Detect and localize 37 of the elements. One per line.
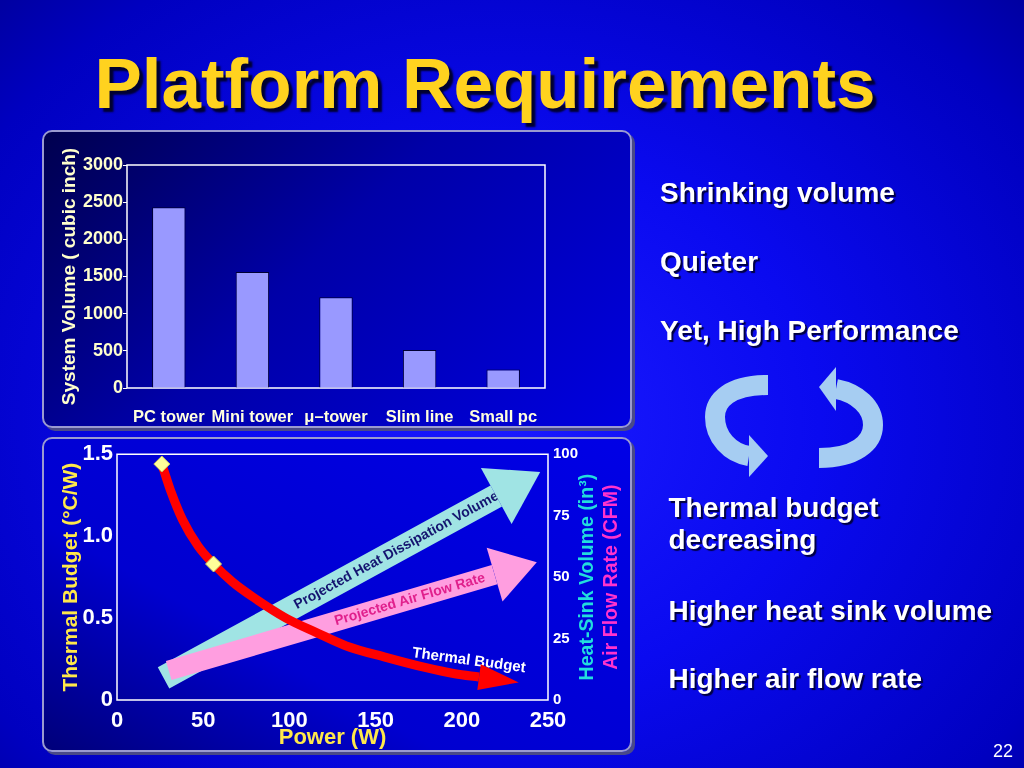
y-tick-label: 0.5	[82, 604, 113, 630]
y2-tick-label: 25	[553, 628, 570, 646]
y2-tick-label: 50	[553, 567, 570, 585]
text: Higher air flow rate	[668, 663, 923, 695]
x-tick-label: Mini tower	[211, 407, 294, 426]
x-tick-label: μ–tower	[304, 407, 369, 426]
x-tick-label: 200	[443, 707, 481, 733]
text: 22	[993, 740, 1014, 761]
y-tick-label: 0	[100, 686, 113, 712]
x-tick-label: Slim line	[385, 407, 454, 426]
x-tick-label: 250	[529, 707, 567, 733]
y-axis-title: Thermal Budget (°C/W)	[57, 462, 81, 692]
text: Air Flow Rate (CFM)	[599, 484, 622, 670]
y-tick-label: 500	[92, 339, 123, 360]
text: Yet, High Performance	[660, 315, 959, 347]
x-tick-label: Small pc	[469, 407, 538, 426]
y-tick-label: 3000	[82, 153, 123, 174]
text: Quieter	[660, 246, 759, 278]
y-tick-label: 2500	[82, 191, 123, 212]
chart-title: Platform Requirements	[94, 44, 876, 123]
y-tick-label: 1.0	[82, 522, 113, 548]
y2-tick-label: 0	[553, 690, 562, 708]
y-tick-label: 0	[112, 376, 123, 397]
y-tick-label: 1000	[82, 302, 123, 323]
y-tick-label: 1.5	[82, 440, 113, 466]
text: Thermal Budget	[411, 643, 527, 676]
y-tick-label: 2000	[82, 228, 123, 249]
x-tick-label: PC tower	[133, 407, 206, 426]
y-tick-label: 1500	[82, 265, 123, 286]
text: Higher heat sink volume	[668, 595, 993, 627]
x-tick-label: 50	[190, 707, 216, 733]
text: Thermal budget decreasing	[668, 492, 880, 556]
y2-tick-label: 100	[553, 444, 579, 462]
text: Shrinking volume	[660, 177, 895, 209]
y-axis-title: System Volume ( cubic inch)	[58, 147, 80, 406]
y2-tick-label: 75	[553, 505, 570, 523]
y2-axis-title: Heat-Sink Volume (in³)	[575, 473, 598, 681]
